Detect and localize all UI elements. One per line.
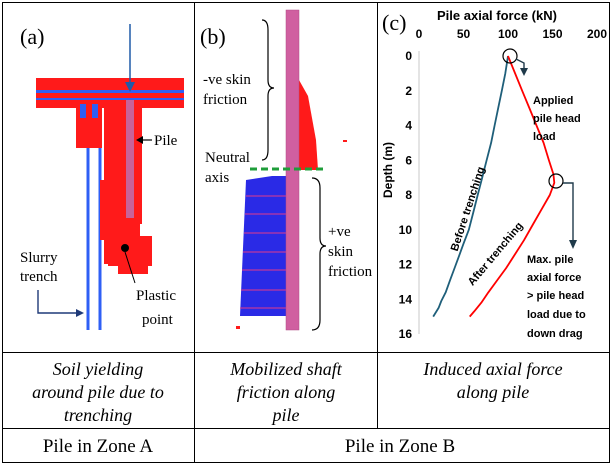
positive-friction-zone [240,176,286,316]
y-axis-label: Depth (m) [381,142,395,198]
max-force-label-line4: load due to [527,309,586,321]
positive-friction-label-line1: +ve [328,224,351,240]
pile-pointer-head [136,136,143,144]
negative-friction-label-line1: -ve skin [203,72,251,88]
positive-friction-label-line3: friction [328,264,373,280]
y-tick-label: 6 [405,153,412,167]
applied-load-label-line2: pile head [533,113,581,125]
neutral-axis-label-line2: axis [205,170,229,186]
applied-load-marker [502,48,518,64]
caption-a-line2: around pile due to [32,382,164,402]
neutral-axis-label-line1: Neutral [205,150,250,166]
plastic-label-line1: Plastic [136,288,176,304]
y-tick-labels: 0 2 4 6 8 10 12 14 16 [399,49,413,341]
max-force-marker [548,173,564,189]
panel-c: (c) Pile axial force (kN) Depth (m) 0 50 1… [381,8,607,341]
pile-cap-strip [36,90,184,93]
pile-cap-mark [80,104,86,118]
series-label-before: Before trenching [449,165,488,252]
y-tick-label: 2 [405,84,412,98]
x-tick-label: 50 [457,27,471,41]
caption-b-line1: Mobilized shaft [229,359,342,379]
slurry-pointer-head [76,309,84,317]
zone-b-label: Pile in Zone B [345,436,455,457]
max-force-label-line5: down drag [527,328,583,340]
caption-c-line2: along pile [457,382,530,402]
y-tick-label: 10 [399,223,413,237]
applied-load-label-line3: load [533,131,556,143]
max-force-label-line1: Max. pile [527,254,573,266]
positive-friction-brace [311,177,327,331]
plastic-point-dot [121,244,129,252]
caption-b-line2: friction along [237,382,336,402]
zone-a-label: Pile in Zone A [43,436,154,457]
max-force-label-line3: > pile head [527,290,584,302]
panel-c-tag: (c) [382,10,406,35]
plastic-label-line2: point [142,312,174,328]
series-line-after-trenching [469,55,556,318]
negative-friction-brace [261,19,275,161]
y-tick-label: 14 [399,292,413,306]
series-layer [432,55,556,318]
captions: Soil yielding around pile due to trenchi… [32,359,563,425]
y-tick-label: 16 [399,327,413,341]
positive-friction-label-line2: skin [328,244,354,260]
y-tick-label: 8 [405,188,412,202]
panel-a: (a) Pile Slurry trench [18,18,184,332]
panel-b: (b) -ve skin friction Neutral axis +ve s… [200,9,373,331]
slurry-label-line2: trench [20,269,58,285]
applied-load-label-line1: Applied [533,95,573,107]
caption-a-line1: Soil yielding [53,359,143,379]
applied-load-arrow-head [520,68,528,76]
x-tick-labels: 0 50 100 150 200 [416,27,608,41]
load-arrow-a-head [125,82,135,92]
x-tick-label: 0 [416,27,423,41]
negative-friction-label-line2: friction [203,92,248,108]
pile-label: Pile [154,133,178,149]
negative-friction-zone [299,80,318,170]
y-tick-label: 4 [405,119,412,133]
chart-title: Pile axial force (kN) [437,8,557,23]
panel-b-tag: (b) [200,24,226,49]
caption-c-line1: Induced axial force [422,359,562,379]
caption-b-line3: pile [271,405,300,425]
x-tick-label: 150 [542,27,562,41]
positive-friction-stripes [240,195,286,309]
slurry-pointer [37,290,78,314]
max-force-arrow [563,182,574,240]
series-line-before-trenching [432,55,509,318]
plastic-pointer [124,251,136,284]
applied-load-arrow [515,58,525,70]
pile-cap-mark-2 [92,104,98,118]
red-mark-2 [343,140,347,142]
red-mark-1 [236,326,240,329]
x-tick-label: 200 [587,27,607,41]
panel-a-tag: (a) [20,24,44,49]
x-tick-label: 100 [498,27,518,41]
zone-row: Pile in Zone A Pile in Zone B [43,436,455,457]
pile-cap-strip-2 [36,98,184,100]
max-force-label-line2: axial force [527,272,581,284]
y-tick-label: 12 [399,258,413,272]
slurry-label-line1: Slurry [20,250,58,266]
series-label-after: After trenching [466,220,526,288]
caption-a-line3: trenching [64,405,132,425]
max-force-arrow-head [569,240,577,249]
y-tick-label: 0 [405,49,412,63]
pile-a [126,100,134,218]
